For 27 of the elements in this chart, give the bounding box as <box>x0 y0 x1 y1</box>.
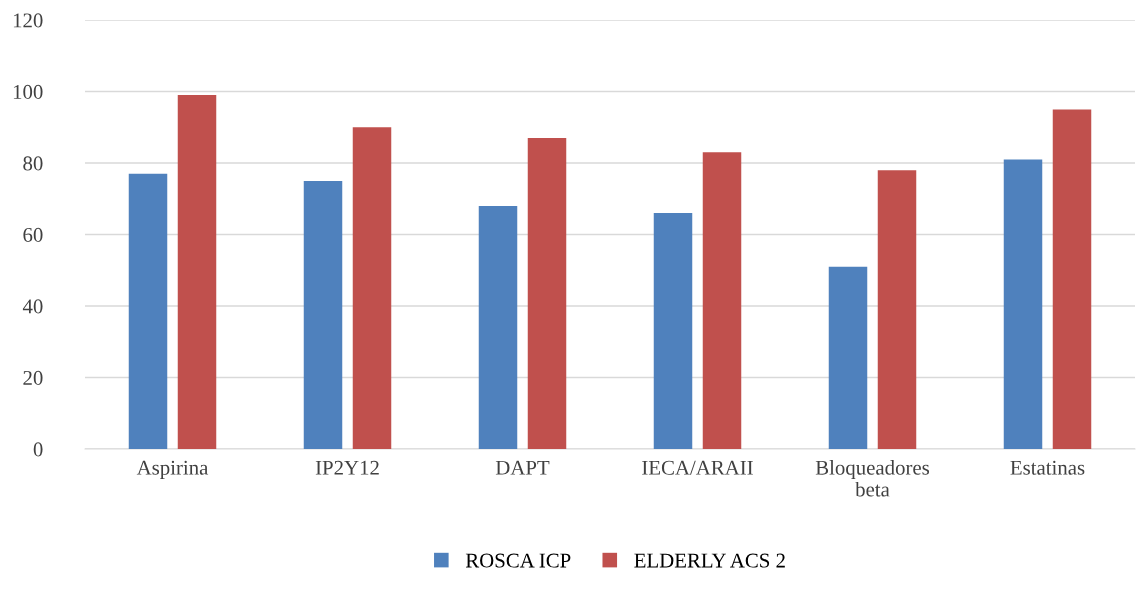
bar <box>527 137 567 449</box>
x-tick-label: IP2Y12 <box>315 460 379 475</box>
bar <box>478 205 518 449</box>
y-tick-label: 80 <box>23 156 43 171</box>
y-tick-label: 60 <box>23 227 43 242</box>
bar <box>352 127 392 449</box>
y-tick-label: 40 <box>22 299 43 314</box>
y-tick-label: 20 <box>23 370 43 385</box>
bar <box>1003 159 1043 449</box>
bar <box>877 170 917 449</box>
x-tick-label: Bloqueadores beta <box>815 460 930 497</box>
legend-label: ROSCA ICP <box>465 553 571 568</box>
bar <box>177 95 217 449</box>
bar <box>303 180 343 449</box>
x-tick-label: IECA/ARAII <box>642 460 753 475</box>
x-tick-label: DAPT <box>495 460 550 475</box>
y-tick-label: 100 <box>13 84 43 99</box>
legend-label: ELDERLY ACS 2 <box>634 553 785 568</box>
bar <box>1052 109 1092 449</box>
bar <box>702 152 742 449</box>
bar <box>653 213 693 449</box>
y-tick-label: 120 <box>13 13 43 28</box>
y-tick-label: 0 <box>33 442 43 457</box>
bar <box>828 266 868 449</box>
x-tick-label: Aspirina <box>136 460 209 479</box>
bar <box>128 173 168 449</box>
x-tick-label: Estatinas <box>1010 460 1085 475</box>
